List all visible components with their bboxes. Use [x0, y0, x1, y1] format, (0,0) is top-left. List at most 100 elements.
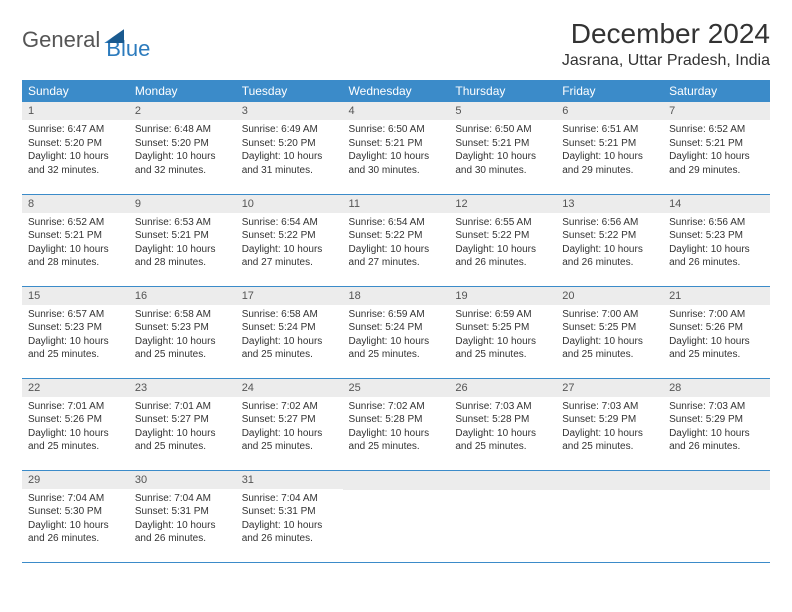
day-details: Sunrise: 6:58 AMSunset: 5:24 PMDaylight:…	[236, 305, 343, 366]
day-number: 2	[129, 102, 236, 120]
calendar-day-cell: 26Sunrise: 7:03 AMSunset: 5:28 PMDayligh…	[449, 378, 556, 470]
day-details: Sunrise: 6:54 AMSunset: 5:22 PMDaylight:…	[343, 213, 450, 274]
calendar-day-cell: 19Sunrise: 6:59 AMSunset: 5:25 PMDayligh…	[449, 286, 556, 378]
calendar-day-cell: 5Sunrise: 6:50 AMSunset: 5:21 PMDaylight…	[449, 102, 556, 194]
calendar-week-row: 15Sunrise: 6:57 AMSunset: 5:23 PMDayligh…	[22, 286, 770, 378]
calendar-day-cell: 7Sunrise: 6:52 AMSunset: 5:21 PMDaylight…	[663, 102, 770, 194]
day-details: Sunrise: 6:52 AMSunset: 5:21 PMDaylight:…	[663, 120, 770, 181]
calendar-day-cell	[663, 470, 770, 562]
day-of-week-header: Monday	[129, 80, 236, 102]
day-details: Sunrise: 7:00 AMSunset: 5:25 PMDaylight:…	[556, 305, 663, 366]
day-number: 14	[663, 195, 770, 213]
empty-day-number	[449, 471, 556, 490]
day-number: 22	[22, 379, 129, 397]
calendar-day-cell: 29Sunrise: 7:04 AMSunset: 5:30 PMDayligh…	[22, 470, 129, 562]
day-details: Sunrise: 7:03 AMSunset: 5:28 PMDaylight:…	[449, 397, 556, 458]
day-number: 15	[22, 287, 129, 305]
day-number: 24	[236, 379, 343, 397]
calendar-week-row: 22Sunrise: 7:01 AMSunset: 5:26 PMDayligh…	[22, 378, 770, 470]
calendar-day-cell: 20Sunrise: 7:00 AMSunset: 5:25 PMDayligh…	[556, 286, 663, 378]
empty-day-number	[556, 471, 663, 490]
day-details: Sunrise: 6:56 AMSunset: 5:23 PMDaylight:…	[663, 213, 770, 274]
day-details: Sunrise: 6:57 AMSunset: 5:23 PMDaylight:…	[22, 305, 129, 366]
day-of-week-header: Sunday	[22, 80, 129, 102]
day-number: 12	[449, 195, 556, 213]
day-details: Sunrise: 6:53 AMSunset: 5:21 PMDaylight:…	[129, 213, 236, 274]
calendar-table: SundayMondayTuesdayWednesdayThursdayFrid…	[22, 80, 770, 563]
day-of-week-row: SundayMondayTuesdayWednesdayThursdayFrid…	[22, 80, 770, 102]
day-details: Sunrise: 6:52 AMSunset: 5:21 PMDaylight:…	[22, 213, 129, 274]
day-number: 16	[129, 287, 236, 305]
day-number: 23	[129, 379, 236, 397]
day-of-week-header: Thursday	[449, 80, 556, 102]
day-number: 21	[663, 287, 770, 305]
calendar-day-cell	[449, 470, 556, 562]
day-number: 7	[663, 102, 770, 120]
day-number: 31	[236, 471, 343, 489]
day-details: Sunrise: 6:49 AMSunset: 5:20 PMDaylight:…	[236, 120, 343, 181]
location: Jasrana, Uttar Pradesh, India	[562, 52, 770, 70]
day-of-week-header: Tuesday	[236, 80, 343, 102]
day-details: Sunrise: 6:54 AMSunset: 5:22 PMDaylight:…	[236, 213, 343, 274]
logo-text-general: General	[22, 27, 100, 53]
calendar-day-cell: 16Sunrise: 6:58 AMSunset: 5:23 PMDayligh…	[129, 286, 236, 378]
calendar-day-cell: 25Sunrise: 7:02 AMSunset: 5:28 PMDayligh…	[343, 378, 450, 470]
day-number: 25	[343, 379, 450, 397]
calendar-day-cell: 4Sunrise: 6:50 AMSunset: 5:21 PMDaylight…	[343, 102, 450, 194]
day-details: Sunrise: 6:56 AMSunset: 5:22 PMDaylight:…	[556, 213, 663, 274]
calendar-day-cell: 21Sunrise: 7:00 AMSunset: 5:26 PMDayligh…	[663, 286, 770, 378]
day-details: Sunrise: 7:01 AMSunset: 5:26 PMDaylight:…	[22, 397, 129, 458]
day-number: 19	[449, 287, 556, 305]
calendar-day-cell: 8Sunrise: 6:52 AMSunset: 5:21 PMDaylight…	[22, 194, 129, 286]
day-number: 27	[556, 379, 663, 397]
empty-day-number	[663, 471, 770, 490]
day-details: Sunrise: 7:00 AMSunset: 5:26 PMDaylight:…	[663, 305, 770, 366]
day-details: Sunrise: 6:55 AMSunset: 5:22 PMDaylight:…	[449, 213, 556, 274]
day-details: Sunrise: 7:04 AMSunset: 5:30 PMDaylight:…	[22, 489, 129, 550]
day-details: Sunrise: 6:50 AMSunset: 5:21 PMDaylight:…	[343, 120, 450, 181]
calendar-day-cell: 28Sunrise: 7:03 AMSunset: 5:29 PMDayligh…	[663, 378, 770, 470]
calendar-day-cell: 24Sunrise: 7:02 AMSunset: 5:27 PMDayligh…	[236, 378, 343, 470]
day-of-week-header: Wednesday	[343, 80, 450, 102]
calendar-week-row: 29Sunrise: 7:04 AMSunset: 5:30 PMDayligh…	[22, 470, 770, 562]
logo: General Blue	[22, 18, 150, 62]
day-of-week-header: Saturday	[663, 80, 770, 102]
calendar-day-cell: 3Sunrise: 6:49 AMSunset: 5:20 PMDaylight…	[236, 102, 343, 194]
day-details: Sunrise: 7:02 AMSunset: 5:27 PMDaylight:…	[236, 397, 343, 458]
day-number: 18	[343, 287, 450, 305]
calendar-day-cell: 30Sunrise: 7:04 AMSunset: 5:31 PMDayligh…	[129, 470, 236, 562]
day-number: 29	[22, 471, 129, 489]
month-title: December 2024	[562, 18, 770, 50]
calendar-day-cell: 6Sunrise: 6:51 AMSunset: 5:21 PMDaylight…	[556, 102, 663, 194]
day-number: 11	[343, 195, 450, 213]
calendar-day-cell: 31Sunrise: 7:04 AMSunset: 5:31 PMDayligh…	[236, 470, 343, 562]
calendar-day-cell: 27Sunrise: 7:03 AMSunset: 5:29 PMDayligh…	[556, 378, 663, 470]
day-details: Sunrise: 6:50 AMSunset: 5:21 PMDaylight:…	[449, 120, 556, 181]
empty-day-number	[343, 471, 450, 490]
day-details: Sunrise: 7:01 AMSunset: 5:27 PMDaylight:…	[129, 397, 236, 458]
calendar-day-cell	[556, 470, 663, 562]
calendar-day-cell: 1Sunrise: 6:47 AMSunset: 5:20 PMDaylight…	[22, 102, 129, 194]
day-details: Sunrise: 6:47 AMSunset: 5:20 PMDaylight:…	[22, 120, 129, 181]
day-of-week-header: Friday	[556, 80, 663, 102]
day-details: Sunrise: 6:59 AMSunset: 5:24 PMDaylight:…	[343, 305, 450, 366]
day-details: Sunrise: 7:03 AMSunset: 5:29 PMDaylight:…	[556, 397, 663, 458]
calendar-day-cell: 22Sunrise: 7:01 AMSunset: 5:26 PMDayligh…	[22, 378, 129, 470]
day-number: 10	[236, 195, 343, 213]
page-header: General Blue December 2024 Jasrana, Utta…	[22, 18, 770, 70]
calendar-day-cell: 13Sunrise: 6:56 AMSunset: 5:22 PMDayligh…	[556, 194, 663, 286]
calendar-day-cell: 17Sunrise: 6:58 AMSunset: 5:24 PMDayligh…	[236, 286, 343, 378]
day-details: Sunrise: 6:51 AMSunset: 5:21 PMDaylight:…	[556, 120, 663, 181]
calendar-day-cell: 15Sunrise: 6:57 AMSunset: 5:23 PMDayligh…	[22, 286, 129, 378]
day-number: 20	[556, 287, 663, 305]
calendar-day-cell	[343, 470, 450, 562]
day-details: Sunrise: 7:04 AMSunset: 5:31 PMDaylight:…	[129, 489, 236, 550]
day-details: Sunrise: 7:03 AMSunset: 5:29 PMDaylight:…	[663, 397, 770, 458]
calendar-day-cell: 10Sunrise: 6:54 AMSunset: 5:22 PMDayligh…	[236, 194, 343, 286]
day-details: Sunrise: 6:48 AMSunset: 5:20 PMDaylight:…	[129, 120, 236, 181]
day-number: 17	[236, 287, 343, 305]
calendar-day-cell: 14Sunrise: 6:56 AMSunset: 5:23 PMDayligh…	[663, 194, 770, 286]
day-number: 5	[449, 102, 556, 120]
day-number: 13	[556, 195, 663, 213]
calendar-week-row: 8Sunrise: 6:52 AMSunset: 5:21 PMDaylight…	[22, 194, 770, 286]
